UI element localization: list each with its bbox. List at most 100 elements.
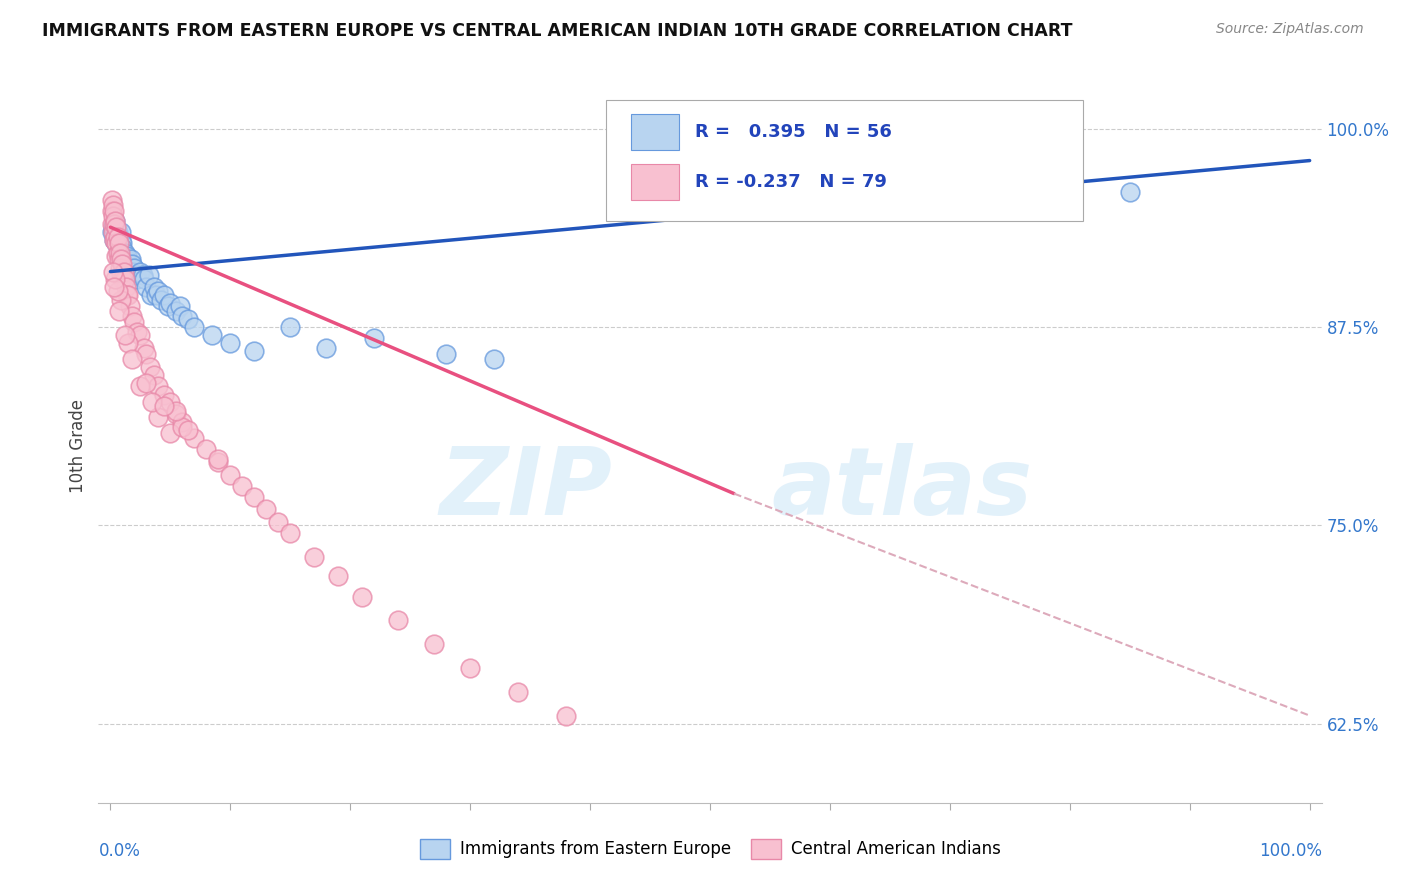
Point: [103, 217, 125, 231]
Point: [135, 280, 157, 294]
Point: [172, 415, 194, 429]
Point: [103, 204, 125, 219]
Point: [183, 431, 205, 445]
Point: [121, 351, 143, 366]
Point: [304, 549, 326, 564]
Point: [148, 284, 170, 298]
Point: [482, 351, 505, 366]
Point: [111, 235, 134, 250]
Point: [124, 268, 146, 282]
Point: [105, 225, 128, 239]
Point: [129, 264, 152, 278]
Point: [172, 309, 194, 323]
Point: [125, 325, 148, 339]
Point: [108, 235, 131, 250]
Point: [114, 272, 136, 286]
Text: R =   0.395   N = 56: R = 0.395 N = 56: [696, 123, 893, 141]
Point: [328, 569, 350, 583]
Point: [115, 280, 138, 294]
FancyBboxPatch shape: [630, 164, 679, 200]
Point: [254, 502, 277, 516]
Point: [107, 284, 129, 298]
Point: [207, 451, 229, 466]
Point: [101, 198, 124, 212]
Point: [117, 288, 139, 302]
Point: [1119, 186, 1142, 200]
Point: [108, 229, 131, 244]
Point: [125, 272, 148, 286]
Point: [101, 209, 124, 223]
Point: [104, 229, 127, 244]
Point: [183, 320, 205, 334]
Text: IMMIGRANTS FROM EASTERN EUROPE VS CENTRAL AMERICAN INDIAN 10TH GRADE CORRELATION: IMMIGRANTS FROM EASTERN EUROPE VS CENTRA…: [42, 22, 1073, 40]
Y-axis label: 10th Grade: 10th Grade: [69, 399, 87, 493]
Point: [387, 614, 409, 628]
Point: [117, 335, 139, 350]
Point: [149, 293, 172, 307]
Point: [111, 257, 134, 271]
Point: [132, 272, 155, 286]
Point: [108, 252, 131, 266]
Point: [111, 272, 134, 286]
Point: [142, 368, 165, 382]
Point: [103, 233, 125, 247]
Point: [104, 272, 127, 286]
Point: [219, 467, 242, 482]
Point: [243, 490, 266, 504]
Point: [165, 304, 187, 318]
Point: [101, 264, 124, 278]
Point: [111, 241, 134, 255]
Point: [110, 252, 132, 266]
FancyBboxPatch shape: [630, 114, 679, 150]
Point: [132, 268, 155, 282]
Point: [145, 288, 167, 302]
Point: [105, 235, 128, 250]
Point: [105, 235, 128, 250]
Point: [100, 193, 122, 207]
Point: [124, 261, 146, 276]
Point: [118, 261, 141, 276]
Point: [107, 245, 129, 260]
Point: [195, 442, 218, 457]
Text: Source: ZipAtlas.com: Source: ZipAtlas.com: [1216, 22, 1364, 37]
Point: [141, 394, 163, 409]
Point: [153, 400, 176, 414]
Text: 0.0%: 0.0%: [98, 842, 141, 860]
Point: [101, 225, 124, 239]
Point: [201, 328, 224, 343]
Point: [148, 410, 170, 425]
Point: [434, 347, 457, 361]
Point: [115, 249, 138, 263]
Point: [115, 288, 138, 302]
Point: [139, 359, 162, 374]
Point: [243, 343, 266, 358]
Point: [135, 376, 157, 390]
Legend: Immigrants from Eastern Europe, Central American Indians: Immigrants from Eastern Europe, Central …: [413, 832, 1007, 866]
Point: [129, 378, 152, 392]
Point: [159, 394, 181, 409]
Point: [165, 404, 187, 418]
Point: [148, 378, 170, 392]
Point: [159, 426, 181, 441]
Point: [124, 315, 146, 329]
Point: [104, 214, 127, 228]
Point: [267, 515, 290, 529]
Point: [100, 225, 122, 239]
Point: [108, 304, 131, 318]
Point: [104, 214, 127, 228]
Point: [508, 685, 530, 699]
Point: [120, 252, 142, 266]
Point: [169, 300, 191, 314]
Point: [153, 388, 176, 402]
Point: [121, 257, 143, 271]
Point: [122, 264, 145, 278]
Point: [177, 312, 200, 326]
Text: 100.0%: 100.0%: [1258, 842, 1322, 860]
Text: ZIP: ZIP: [439, 442, 612, 535]
Point: [100, 204, 122, 219]
Point: [101, 220, 124, 235]
Point: [165, 407, 187, 421]
Point: [100, 217, 122, 231]
Point: [108, 261, 131, 276]
Point: [110, 225, 132, 239]
